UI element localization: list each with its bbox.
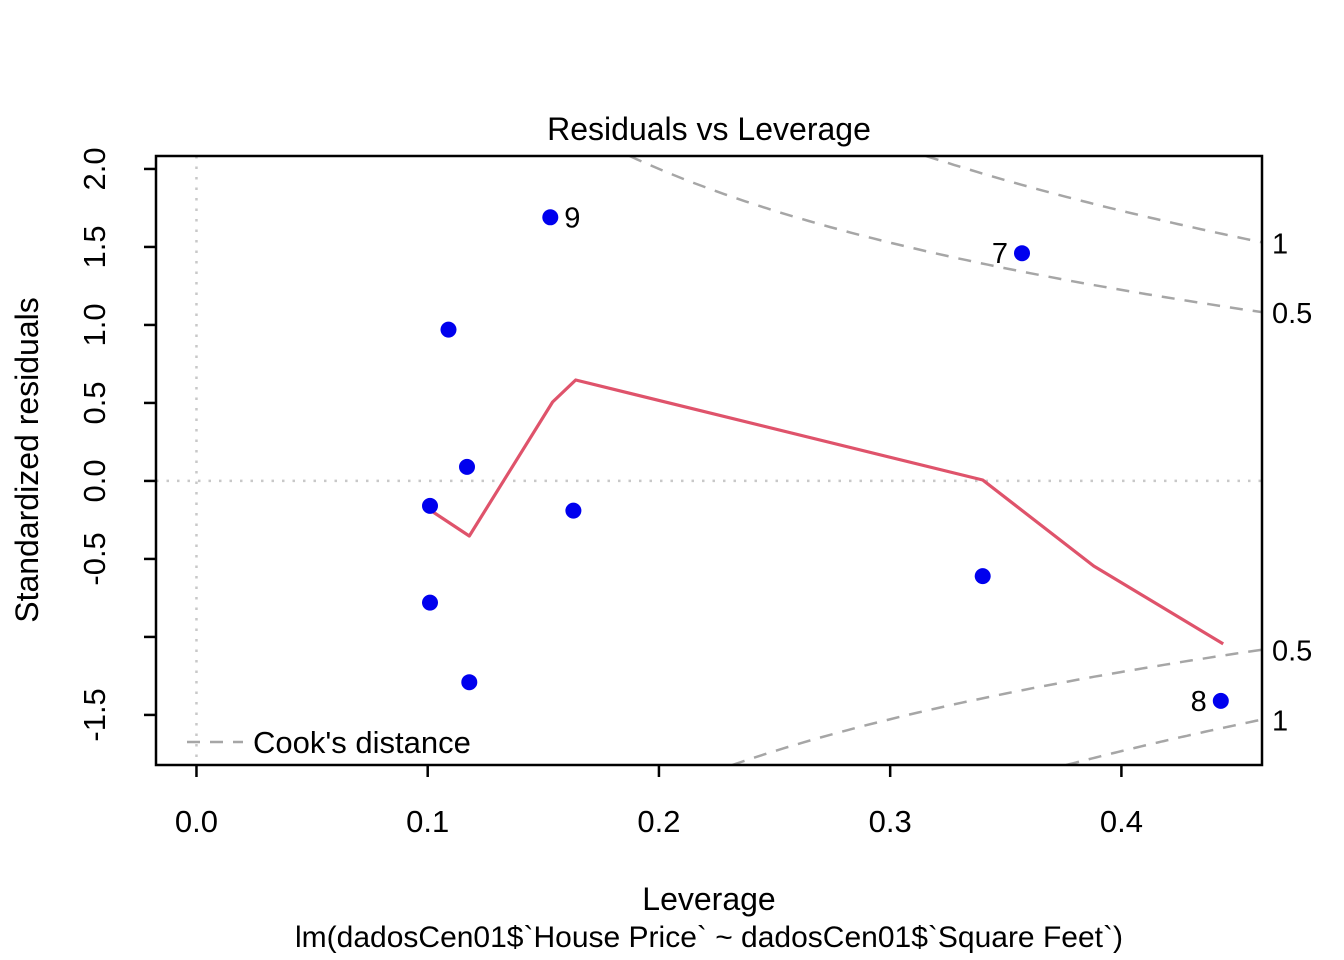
x-tick-label: 0.4 [1100, 804, 1143, 839]
smooth-line-layer [429, 378, 1225, 646]
y-tick-label: 0.0 [77, 459, 112, 502]
x-tick-label: 0.2 [637, 804, 680, 839]
data-point [974, 568, 991, 585]
cooks-distance-legend-label: Cook's distance [253, 725, 471, 760]
data-points-layer: 9 7 8 [422, 202, 1229, 718]
data-point [440, 321, 457, 338]
cooks-contour-label: 1 [1272, 228, 1288, 260]
point-label: 8 [1191, 686, 1207, 718]
cooks-distance-contour [731, 648, 1262, 765]
model-sub-caption: lm(dadosCen01$`House Price` ~ dadosCen01… [295, 921, 1123, 954]
cooks-contour-label: 0.5 [1272, 636, 1312, 668]
y-tick-label: 1.0 [77, 303, 112, 346]
smooth-line [429, 378, 1225, 646]
y-tick-label: -0.5 [77, 532, 112, 585]
cooks-distance-contour [1066, 718, 1262, 765]
x-tick-label: 0.3 [869, 804, 912, 839]
plot-frame [154, 154, 1264, 767]
cooks-distance-contour [925, 156, 1262, 244]
chart-title: Residuals vs Leverage [547, 111, 871, 147]
cooks-contours-layer [629, 156, 1262, 765]
y-tick-label: 2.0 [77, 147, 112, 190]
y-tick-label: 0.5 [77, 381, 112, 424]
y-tick-label: 1.5 [77, 225, 112, 268]
point-label: 9 [564, 202, 580, 234]
cooks-distance-contour [629, 156, 1262, 314]
y-tick-label: -1.5 [77, 688, 112, 741]
x-tick-label: 0.1 [406, 804, 449, 839]
data-point [459, 458, 475, 475]
cooks-contour-label: 0.5 [1272, 298, 1312, 330]
data-point [565, 502, 582, 519]
point-label: 7 [992, 238, 1008, 270]
data-point [422, 594, 438, 611]
x-axis-title: Leverage [642, 881, 775, 917]
data-point [1212, 692, 1229, 709]
data-point [422, 497, 438, 514]
axis-ticks-layer: 0.0 0.1 0.2 0.3 0.4 2.0 1.5 1.0 0.5 0.0 -0.5 -1.5 [77, 147, 1143, 839]
cooks-contour-label: 1 [1272, 706, 1288, 738]
data-point [1014, 245, 1030, 262]
reference-lines-layer [156, 156, 1262, 765]
data-point [461, 674, 478, 691]
y-axis-title: Standardized residuals [9, 297, 45, 623]
data-point [542, 209, 559, 226]
x-tick-label: 0.0 [175, 804, 218, 839]
contour-labels-layer: 0.5 0.5 1 1 [1272, 228, 1312, 737]
